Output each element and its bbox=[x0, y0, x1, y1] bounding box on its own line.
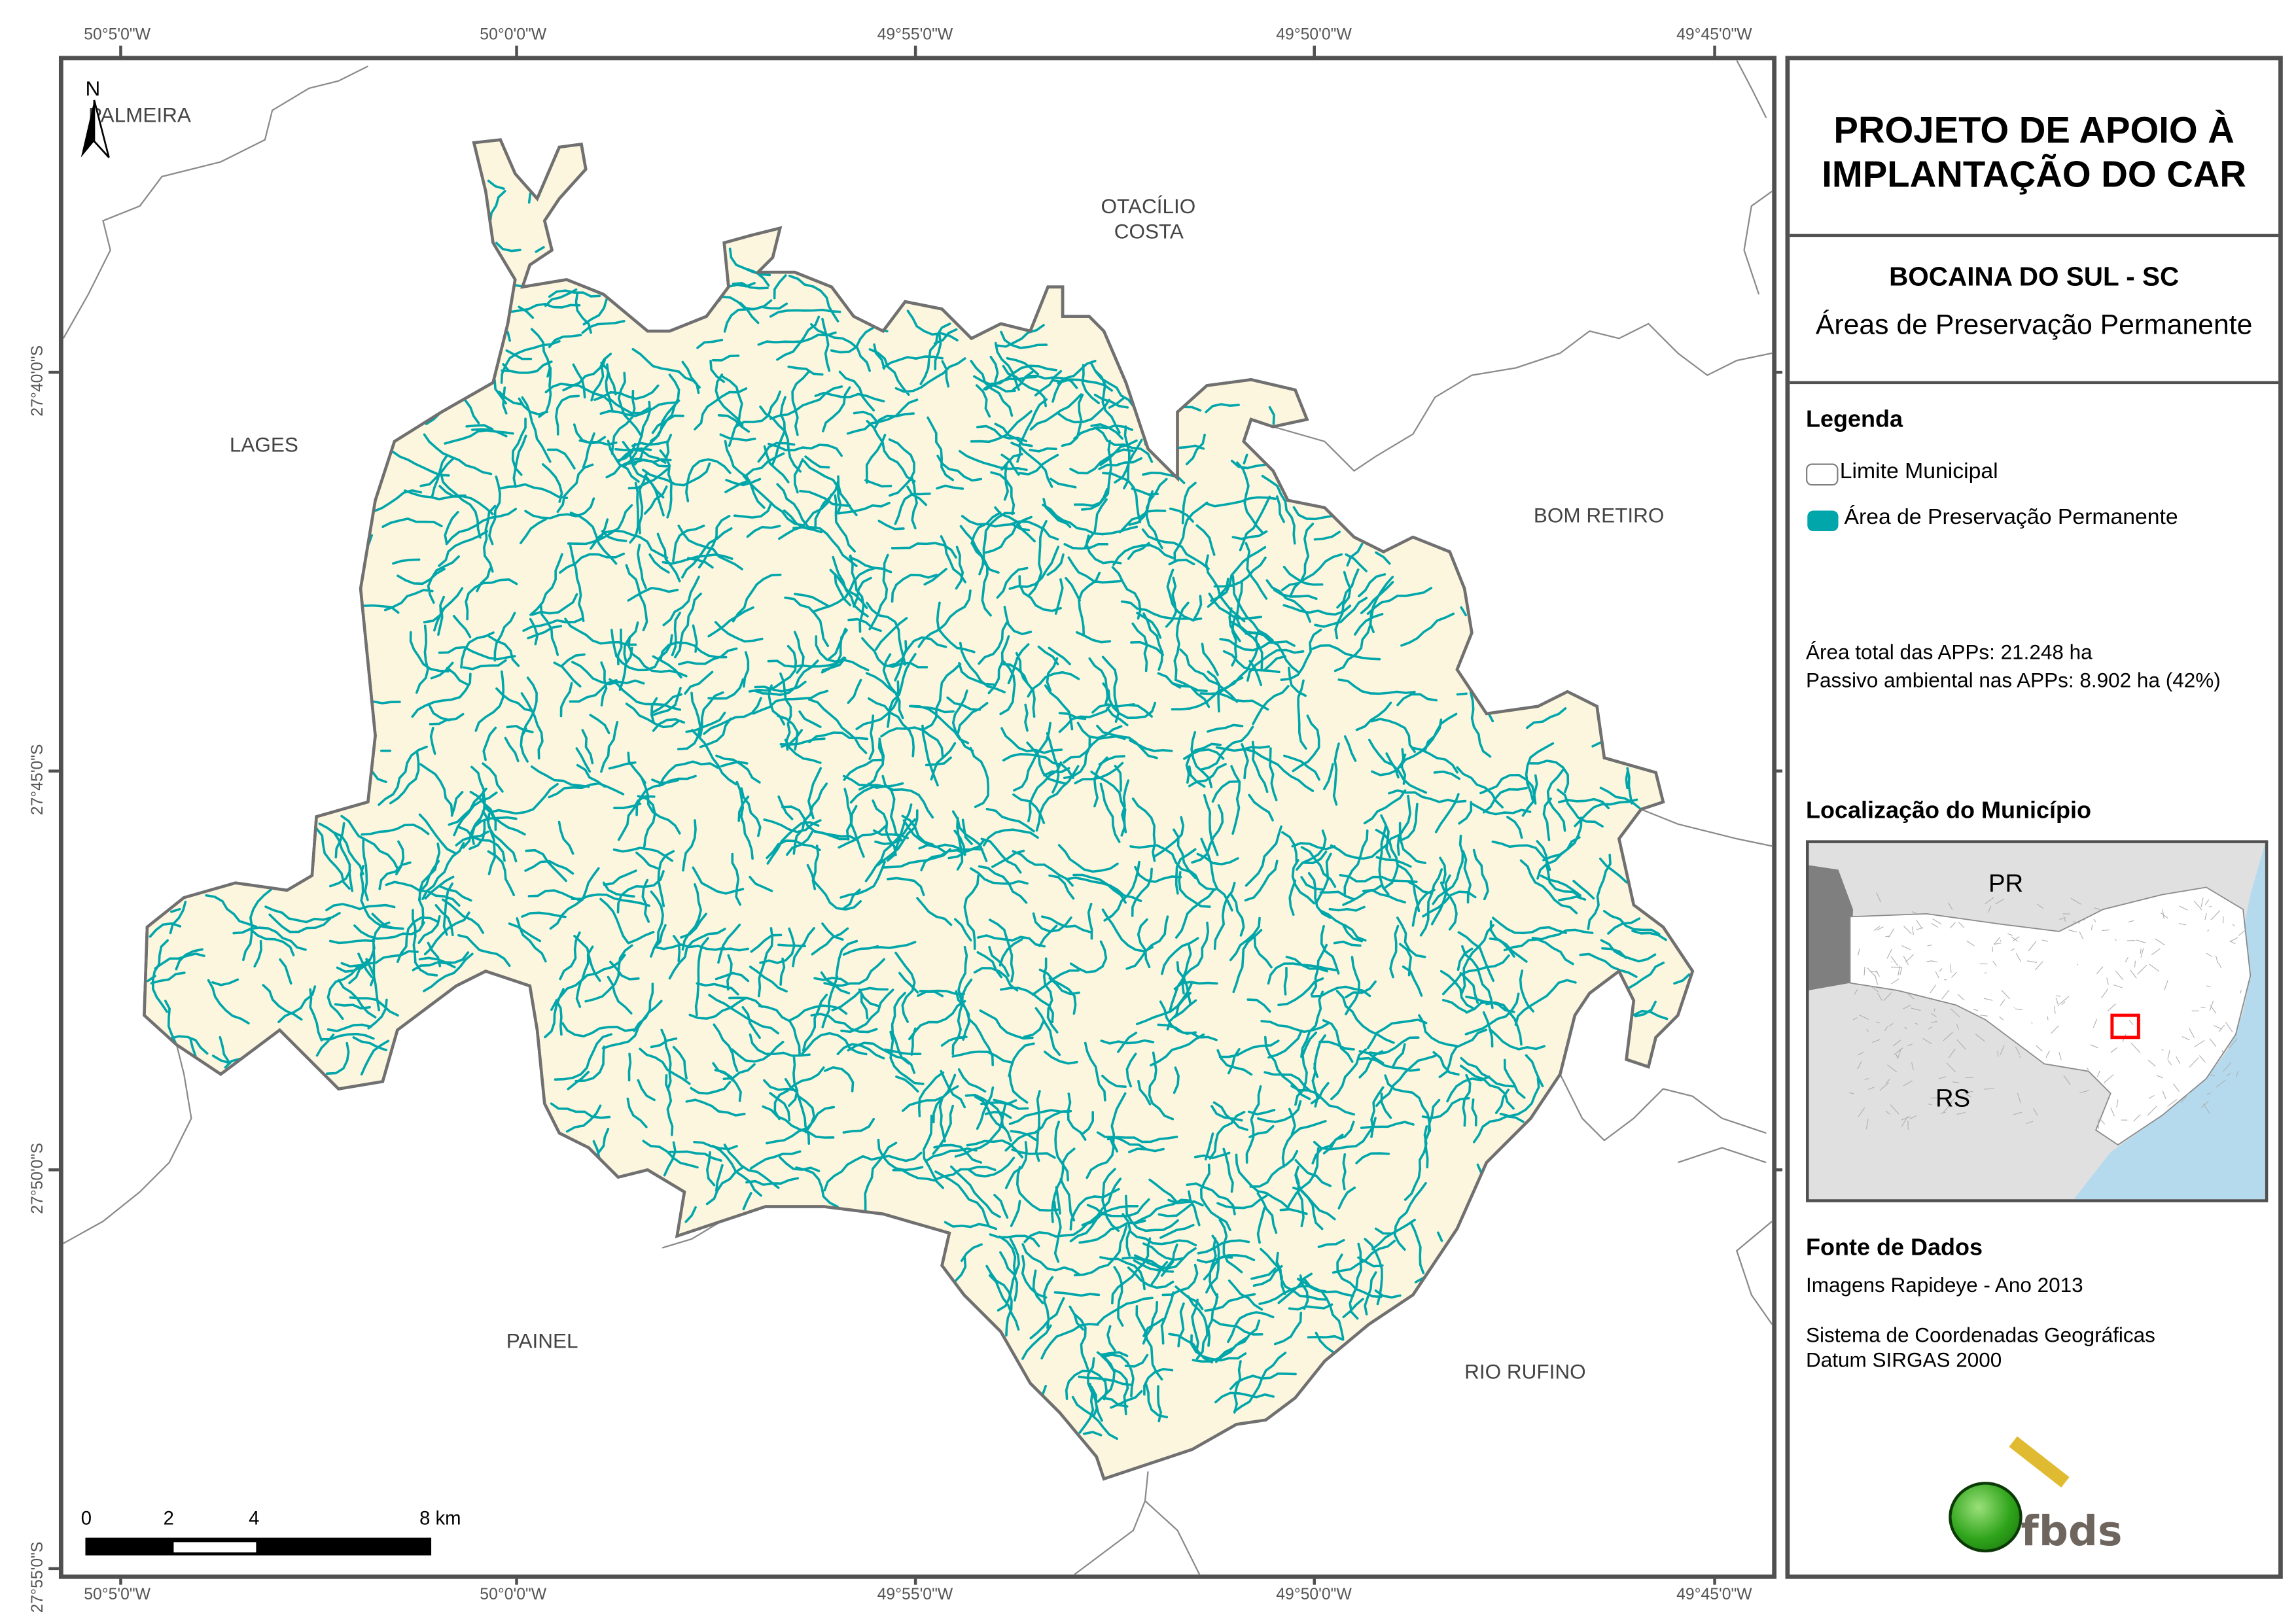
fbds-logo: fbds bbox=[1944, 1436, 2135, 1558]
app-streams bbox=[147, 179, 1691, 1440]
scale-label: 2 bbox=[163, 1507, 174, 1529]
location-title: Localização do Município bbox=[1806, 799, 2091, 824]
side-panel: PROJETO DE APOIO À IMPLANTAÇÃO DO CAR BO… bbox=[1785, 56, 2283, 1579]
legend-swatch-app bbox=[1807, 510, 1839, 532]
lon-tick-top: 49°50'0"W bbox=[1276, 26, 1352, 44]
neighbor-label-palmeira: PALMEIRA bbox=[88, 103, 191, 127]
title-block: PROJETO DE APOIO À IMPLANTAÇÃO DO CAR bbox=[1790, 60, 2279, 237]
legend-title: Legenda bbox=[1806, 408, 1903, 433]
municipality-highlight bbox=[2110, 1013, 2140, 1039]
scale-label: 4 bbox=[249, 1507, 260, 1529]
municipality-name: BOCAINA DO SUL - SC bbox=[1889, 262, 2180, 292]
neighbor-boundaries bbox=[63, 60, 1773, 1575]
neighbor-label-rio-rufino: RIO RUFINO bbox=[1464, 1359, 1586, 1384]
north-label: N bbox=[85, 76, 101, 100]
lon-tick-bottom: 50°0'0"W bbox=[480, 1586, 547, 1604]
lon-tick-top: 50°0'0"W bbox=[480, 26, 547, 44]
source-crs: Sistema de Coordenadas Geográficas bbox=[1806, 1323, 2155, 1347]
inset-canvas bbox=[1809, 843, 2265, 1200]
logo-text: fbds bbox=[2021, 1507, 2123, 1556]
municipality-block: BOCAINA DO SUL - SC Áreas de Preservação… bbox=[1790, 237, 2279, 385]
location-inset-map: PR RS bbox=[1806, 840, 2269, 1202]
project-title-line2: IMPLANTAÇÃO DO CAR bbox=[1822, 154, 2247, 196]
lon-tick-top: 50°5'0"W bbox=[84, 26, 151, 44]
legend-label: Área de Preservação Permanente bbox=[1844, 504, 2178, 530]
scale-label: 8 km bbox=[419, 1507, 461, 1529]
neighbor-label-painel: PAINEL bbox=[506, 1329, 578, 1353]
municipality-boundary bbox=[143, 138, 1695, 1481]
stat-liability: Passivo ambiental nas APPs: 8.902 ha (42… bbox=[1806, 668, 2221, 692]
municipality-outline bbox=[143, 138, 1695, 1481]
legend-label: Limite Municipal bbox=[1839, 459, 1998, 485]
lon-tick-bottom: 49°45'0"W bbox=[1676, 1586, 1752, 1604]
lon-tick-top: 49°55'0"W bbox=[877, 26, 953, 44]
map-frame[interactable]: PALMEIRA OTACÍLIO COSTA LAGES BOM RETIRO… bbox=[58, 56, 1777, 1579]
lon-tick-bottom: 50°5'0"W bbox=[84, 1586, 151, 1604]
scale-bar: 0 2 4 8 km bbox=[81, 1507, 508, 1565]
lon-tick-top: 49°45'0"W bbox=[1676, 26, 1752, 44]
project-title-line1: PROJETO DE APOIO À bbox=[1833, 110, 2234, 152]
north-arrow-icon bbox=[80, 99, 110, 158]
source-datum: Datum SIRGAS 2000 bbox=[1806, 1348, 2002, 1372]
neighbor-label-costa: COSTA bbox=[1114, 219, 1184, 243]
scale-label: 0 bbox=[80, 1507, 92, 1529]
lon-tick-bottom: 49°50'0"W bbox=[1276, 1586, 1352, 1604]
lon-tick-bottom: 49°55'0"W bbox=[877, 1586, 953, 1604]
legend-swatch-boundary bbox=[1806, 463, 1839, 486]
stat-total-area: Área total das APPs: 21.248 ha bbox=[1806, 640, 2093, 664]
inset-label-rs: RS bbox=[1935, 1084, 1971, 1113]
neighbor-label-otacilio: OTACÍLIO bbox=[1101, 194, 1196, 218]
source-imagery: Imagens Rapideye - Ano 2013 bbox=[1806, 1272, 2083, 1297]
sources-title: Fonte de Dados bbox=[1806, 1236, 1983, 1261]
map-subtitle: Áreas de Preservação Permanente bbox=[1815, 310, 2253, 341]
neighbor-label-lages: LAGES bbox=[229, 432, 298, 457]
map-canvas[interactable] bbox=[63, 60, 1773, 1575]
neighbor-label-bom-retiro: BOM RETIRO bbox=[1533, 503, 1665, 527]
inset-label-pr: PR bbox=[1988, 869, 2024, 898]
